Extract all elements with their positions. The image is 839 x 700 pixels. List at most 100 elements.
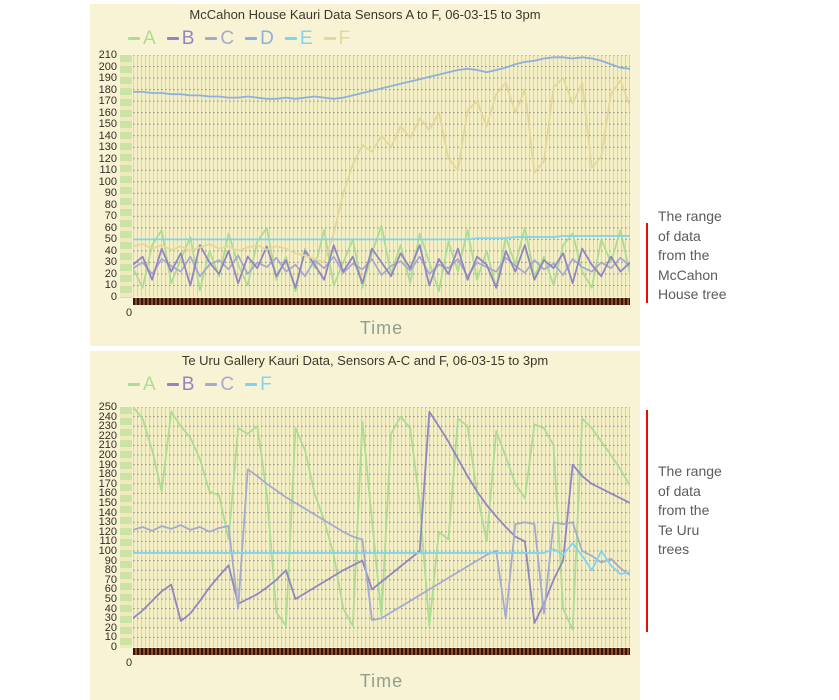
- y-tick-label: 190: [98, 72, 117, 85]
- y-tick-label: 0: [110, 291, 117, 303]
- legend-dash-icon: [166, 36, 179, 40]
- y-tick-label: 160: [98, 106, 117, 119]
- y-tick-label: 120: [98, 525, 117, 538]
- legend-item-C: C: [205, 375, 234, 394]
- legend-label: B: [181, 27, 195, 49]
- y-tick-label: 90: [104, 187, 117, 200]
- y-tick-label: 0: [110, 641, 117, 653]
- legend-item-E: E: [284, 27, 313, 49]
- y-tick-label: 120: [98, 152, 117, 165]
- y-tick-label: 140: [98, 129, 117, 142]
- plot-area: [133, 407, 630, 647]
- annotation-line: of data: [658, 482, 701, 499]
- legend-item-B: B: [166, 27, 195, 49]
- series-line-C: [133, 469, 630, 620]
- y-tick-label: 150: [98, 118, 117, 131]
- y-tick-label: 80: [104, 198, 117, 211]
- legend-item-F: F: [323, 27, 351, 49]
- chart-title: McCahon House Kauri Data Sensors A to F,…: [189, 7, 541, 22]
- y-tick-label: 170: [98, 95, 117, 108]
- legend-dash-icon: [128, 382, 140, 386]
- y-tick-label: 90: [104, 554, 117, 567]
- x-axis-title: Time: [359, 671, 404, 691]
- x-axis-title: Time: [359, 318, 404, 338]
- teuru-chart-panel: Te Uru Gallery Kauri Data, Sensors A-C a…: [90, 351, 640, 700]
- top-chart-svg: [133, 55, 630, 297]
- y-tick-label: 60: [104, 583, 117, 596]
- y-tick-label: 210: [98, 439, 117, 452]
- chart-title: Te Uru Gallery Kauri Data, Sensors A-C a…: [181, 353, 549, 368]
- x-axis-bar: [133, 648, 630, 655]
- series-line-E: [133, 236, 630, 239]
- y-tick-label: 110: [99, 535, 117, 548]
- mccahon-chart-panel: McCahon House Kauri Data Sensors A to F,…: [90, 4, 640, 346]
- legend-dash-icon: [128, 36, 140, 40]
- legend-label: C: [220, 373, 235, 395]
- y-tick-label: 190: [98, 458, 117, 471]
- annotation-line: trees: [658, 541, 690, 557]
- y-tick-label: 40: [104, 602, 117, 615]
- legend-label: E: [299, 27, 313, 49]
- y-tick-label: 100: [98, 545, 117, 557]
- plot-area: [133, 55, 630, 297]
- y-tick-label: 50: [104, 593, 117, 605]
- legend-label: A: [143, 27, 156, 49]
- series-line-C: [133, 256, 630, 277]
- legend-label: A: [143, 373, 156, 395]
- y-tick-label: 10: [104, 631, 117, 644]
- legend-dash-icon: [205, 36, 218, 40]
- mccahon-range-line: [646, 223, 648, 303]
- legend: A B C D E F: [128, 25, 350, 51]
- legend-label: B: [181, 373, 195, 395]
- legend-label: C: [220, 27, 235, 49]
- legend-dash-icon: [284, 36, 297, 40]
- legend-item-A: A: [128, 29, 156, 48]
- y-tick-label: 200: [98, 449, 117, 461]
- y-tick-label: 40: [104, 244, 117, 257]
- y-tick-label: 200: [98, 60, 117, 73]
- legend-item-B: B: [166, 373, 195, 395]
- x-axis-bar: [133, 298, 630, 305]
- legend-label: F: [338, 27, 351, 49]
- annotation-line: Te Uru: [658, 521, 700, 538]
- y-axis-tick-bar: [120, 55, 132, 298]
- legend-item-D: D: [245, 29, 274, 48]
- mccahon-range-annotation: The range of data from the McCahon House…: [658, 207, 758, 305]
- bottom-chart-svg: [133, 407, 630, 647]
- y-tick-label: 130: [98, 516, 117, 529]
- y-tick-label: 110: [99, 164, 117, 177]
- y-tick-label: 60: [104, 221, 117, 234]
- annotation-line: of data: [658, 227, 701, 244]
- y-tick-label: 100: [98, 175, 117, 188]
- legend-dash-icon: [245, 36, 258, 40]
- y-tick-label: 140: [98, 506, 117, 519]
- legend-item-C: C: [205, 29, 234, 48]
- teuru-range-annotation: The range of data from the Te Uru trees: [658, 462, 758, 560]
- series-line-F: [133, 78, 630, 262]
- legend-label: D: [260, 27, 274, 49]
- legend-label: F: [260, 373, 272, 395]
- y-axis-labels: 210 200 190 180 170 160 150 140 130 120 110 100 90 80…: [90, 49, 117, 303]
- y-tick-label: 130: [98, 141, 117, 154]
- y-tick-label: 170: [98, 477, 117, 490]
- annotation-line: The range: [658, 208, 722, 224]
- y-tick-label: 160: [98, 487, 117, 500]
- y-tick-label: 240: [98, 410, 117, 423]
- y-tick-label: 220: [98, 429, 117, 442]
- annotation-line: The range: [658, 463, 722, 479]
- y-tick-label: 10: [104, 279, 117, 292]
- teuru-range-line: [646, 410, 648, 632]
- y-tick-label: 80: [104, 564, 117, 577]
- y-tick-label: 230: [98, 420, 117, 433]
- y-tick-label: 150: [98, 497, 117, 509]
- y-tick-label: 30: [104, 256, 117, 269]
- y-tick-label: 20: [104, 621, 117, 634]
- y-tick-label: 30: [104, 612, 117, 625]
- legend-dash-icon: [323, 36, 336, 40]
- annotation-line: House tree: [658, 286, 727, 302]
- annotation-line: from the: [658, 502, 710, 518]
- x-origin-label: 0: [126, 307, 133, 319]
- y-tick-label: 210: [98, 49, 117, 61]
- annotation-line: from the: [658, 247, 710, 263]
